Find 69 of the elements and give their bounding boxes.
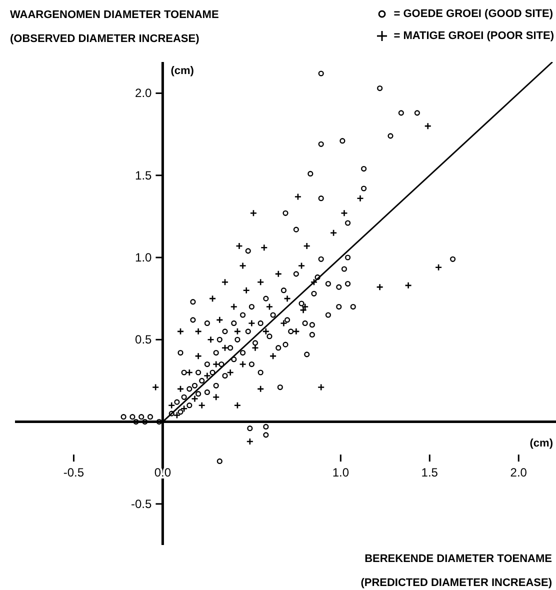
- point: [186, 368, 194, 376]
- point: [207, 336, 214, 344]
- y-tick-label: 2.0: [135, 86, 152, 100]
- point: [236, 242, 243, 250]
- point: [230, 303, 238, 310]
- point: [194, 328, 202, 336]
- point: [168, 402, 176, 410]
- point: [284, 294, 291, 302]
- point: [180, 404, 188, 412]
- y-tick-label: 0.5: [135, 332, 152, 347]
- x-tick-label: -0.5: [63, 466, 84, 480]
- point: [301, 303, 309, 310]
- point: [376, 283, 384, 291]
- point: [424, 122, 432, 130]
- point: [208, 294, 216, 302]
- y-tick-label: 1.0: [135, 250, 152, 264]
- point: [274, 270, 282, 278]
- point: [198, 402, 206, 410]
- point: [204, 372, 211, 380]
- x-tick-label: 1.0: [332, 466, 350, 480]
- annotation: (cm): [530, 438, 554, 450]
- point: [300, 306, 307, 314]
- point: [239, 262, 246, 270]
- point: [239, 360, 246, 368]
- legend-label: = GOEDE GROEI (GOOD SITE): [394, 8, 553, 20]
- x-tick-label: 2.0: [510, 466, 528, 480]
- point: [212, 393, 220, 401]
- point: [216, 316, 224, 324]
- point: [280, 320, 288, 327]
- point: [242, 286, 250, 294]
- y-tick-label: -0.5: [131, 496, 152, 511]
- annotation: (cm): [170, 65, 194, 77]
- point: [250, 209, 258, 217]
- point: [434, 264, 442, 272]
- point: [246, 438, 254, 446]
- point: [176, 385, 184, 393]
- point: [221, 344, 229, 352]
- x-axis-title: BEREKENDE DIAMETER TOENAME (PREDICTED DIAMETER INCREASE): [360, 553, 552, 589]
- point: [212, 360, 220, 368]
- point: [269, 352, 277, 360]
- point: [191, 395, 198, 402]
- point: [260, 244, 268, 252]
- point: [248, 320, 256, 327]
- point: [173, 412, 181, 419]
- point: [226, 368, 234, 376]
- point: [234, 328, 242, 336]
- legend-label: = MATIGE GROEI (POOR SITE): [394, 30, 554, 42]
- point: [356, 194, 364, 202]
- point: [294, 193, 302, 200]
- point: [303, 242, 311, 250]
- point: [266, 303, 274, 310]
- point: [262, 328, 270, 336]
- point: [340, 209, 348, 217]
- point: [152, 384, 160, 391]
- y-tick-label: 1.5: [135, 168, 152, 182]
- point: [292, 328, 300, 336]
- point: [234, 402, 242, 410]
- point: [256, 278, 264, 286]
- point: [310, 278, 318, 286]
- point: [317, 384, 325, 391]
- point: [256, 385, 264, 393]
- point: [221, 278, 229, 286]
- point: [330, 229, 338, 237]
- point: [194, 352, 202, 360]
- point: [176, 328, 184, 336]
- y-axis-title: WAARGENOMEN DIAMETER TOENAME (OBSERVED DIAMETER INCREASE): [10, 9, 219, 45]
- x-tick-label: 1.5: [421, 466, 438, 480]
- point: [404, 282, 412, 290]
- point: [298, 262, 306, 270]
